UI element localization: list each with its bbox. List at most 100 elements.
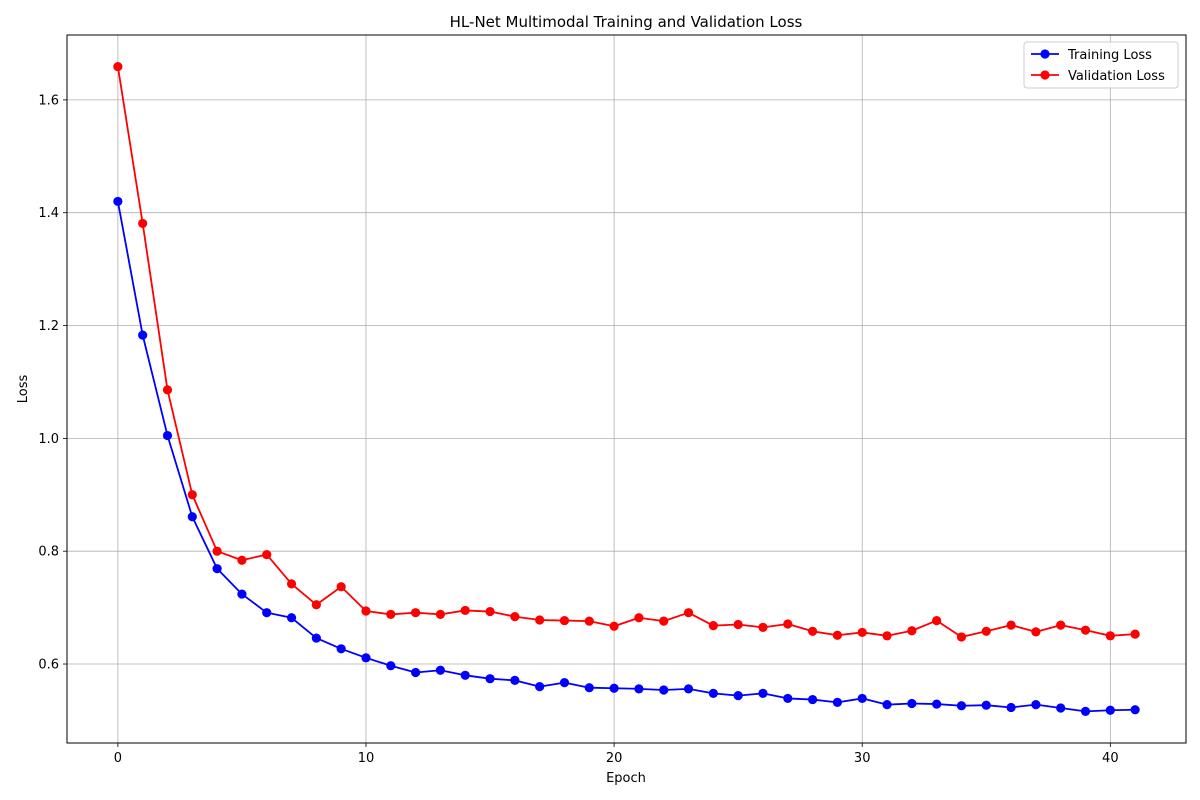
- data-point-validation-loss: [1031, 627, 1041, 637]
- data-point-validation-loss: [807, 626, 818, 636]
- data-point-training-loss: [187, 512, 197, 522]
- data-point-training-loss: [311, 633, 321, 643]
- data-point-validation-loss: [956, 632, 967, 642]
- data-point-training-loss: [783, 693, 793, 704]
- legend-label-validation: Validation Loss: [1068, 69, 1165, 84]
- legend-marker-validation: [1040, 70, 1050, 80]
- data-point-training-loss: [485, 674, 495, 684]
- data-point-training-loss: [262, 608, 272, 618]
- data-point-validation-loss: [981, 626, 991, 636]
- data-point-training-loss: [1006, 702, 1016, 713]
- y-tick-label: 1.0: [38, 432, 59, 447]
- data-point-training-loss: [212, 564, 222, 574]
- data-point-validation-loss: [386, 609, 396, 619]
- data-point-training-loss: [435, 665, 446, 675]
- series-validation-loss: [113, 61, 1140, 642]
- data-point-validation-loss: [1006, 620, 1016, 630]
- data-point-validation-loss: [1080, 625, 1091, 635]
- y-tick-label: 1.6: [38, 93, 59, 108]
- legend-frame: [1023, 41, 1179, 89]
- data-point-validation-loss: [559, 615, 570, 626]
- data-point-validation-loss: [187, 490, 197, 500]
- data-point-validation-loss: [262, 549, 272, 560]
- data-point-training-loss: [683, 684, 694, 694]
- legend-marker-training: [1040, 49, 1050, 59]
- data-point-training-loss: [956, 701, 967, 711]
- data-point-validation-loss: [411, 608, 421, 618]
- data-point-training-loss: [609, 683, 619, 693]
- data-point-validation-loss: [286, 579, 297, 589]
- data-point-training-loss: [807, 694, 818, 705]
- legend: Training Loss Validation Loss: [1023, 41, 1179, 89]
- data-point-validation-loss: [783, 619, 793, 629]
- data-point-training-loss: [113, 196, 123, 207]
- data-point-validation-loss: [336, 582, 346, 592]
- x-axis-label: Epoch: [606, 771, 646, 786]
- data-point-validation-loss: [138, 218, 148, 229]
- series-training-loss: [113, 196, 1140, 717]
- data-point-validation-loss: [361, 606, 371, 616]
- x-tick-label: 40: [1102, 751, 1119, 766]
- y-tick-label: 0.8: [38, 545, 59, 560]
- y-tick-label: 0.6: [38, 658, 59, 673]
- plot-frame: [66, 34, 1187, 744]
- data-point-training-loss: [1130, 705, 1140, 715]
- data-point-validation-loss: [113, 61, 123, 72]
- data-point-validation-loss: [510, 612, 520, 622]
- data-point-validation-loss: [932, 615, 942, 626]
- x-tick-label: 0: [114, 751, 122, 766]
- data-point-training-loss: [857, 693, 867, 704]
- data-point-training-loss: [1031, 700, 1041, 710]
- x-tick-label: 30: [854, 751, 871, 766]
- data-point-training-loss: [832, 697, 843, 707]
- data-point-training-loss: [634, 684, 644, 694]
- data-point-validation-loss: [1130, 629, 1140, 639]
- data-point-validation-loss: [857, 627, 867, 638]
- series-layer: [113, 61, 1140, 717]
- chart-title: HL-Net Multimodal Training and Validatio…: [450, 13, 803, 31]
- data-point-training-loss: [138, 330, 148, 340]
- data-point-training-loss: [286, 613, 297, 623]
- data-point-training-loss: [1080, 706, 1091, 717]
- data-point-training-loss: [882, 700, 892, 710]
- data-point-validation-loss: [758, 622, 768, 632]
- data-point-training-loss: [237, 589, 247, 599]
- data-point-validation-loss: [683, 608, 694, 618]
- y-tick-label: 1.2: [38, 319, 59, 334]
- data-point-training-loss: [659, 685, 669, 695]
- data-point-validation-loss: [237, 555, 247, 565]
- data-point-training-loss: [932, 699, 942, 709]
- data-point-training-loss: [907, 698, 917, 709]
- data-point-validation-loss: [907, 626, 917, 636]
- data-point-training-loss: [535, 681, 545, 692]
- data-point-training-loss: [584, 683, 594, 693]
- plot-area: [67, 35, 1186, 743]
- data-point-validation-loss: [584, 616, 594, 626]
- data-point-validation-loss: [212, 546, 222, 556]
- data-point-training-loss: [1105, 705, 1115, 715]
- data-point-training-loss: [981, 700, 991, 710]
- data-point-training-loss: [510, 675, 520, 685]
- y-tick-label: 1.4: [38, 206, 59, 221]
- data-point-validation-loss: [535, 615, 545, 625]
- data-point-training-loss: [708, 688, 718, 698]
- data-point-validation-loss: [609, 621, 619, 631]
- data-point-validation-loss: [832, 630, 843, 640]
- data-point-training-loss: [336, 644, 346, 654]
- data-point-training-loss: [162, 430, 173, 441]
- data-point-validation-loss: [311, 600, 321, 610]
- data-point-training-loss: [411, 667, 421, 678]
- axis-ticks: 0 10 20 30 40 0.6 0.8 1.0 1.2 1.4 1.6: [38, 93, 1118, 766]
- data-point-validation-loss: [634, 613, 644, 623]
- x-tick-label: 10: [358, 751, 375, 766]
- data-point-validation-loss: [708, 621, 718, 631]
- grid-lines: [67, 35, 1186, 743]
- data-point-training-loss: [733, 691, 743, 701]
- y-axis-label: Loss: [16, 375, 31, 404]
- x-tick-label: 20: [606, 751, 623, 766]
- data-point-training-loss: [559, 678, 570, 688]
- data-point-training-loss: [460, 670, 470, 680]
- data-point-validation-loss: [733, 619, 743, 630]
